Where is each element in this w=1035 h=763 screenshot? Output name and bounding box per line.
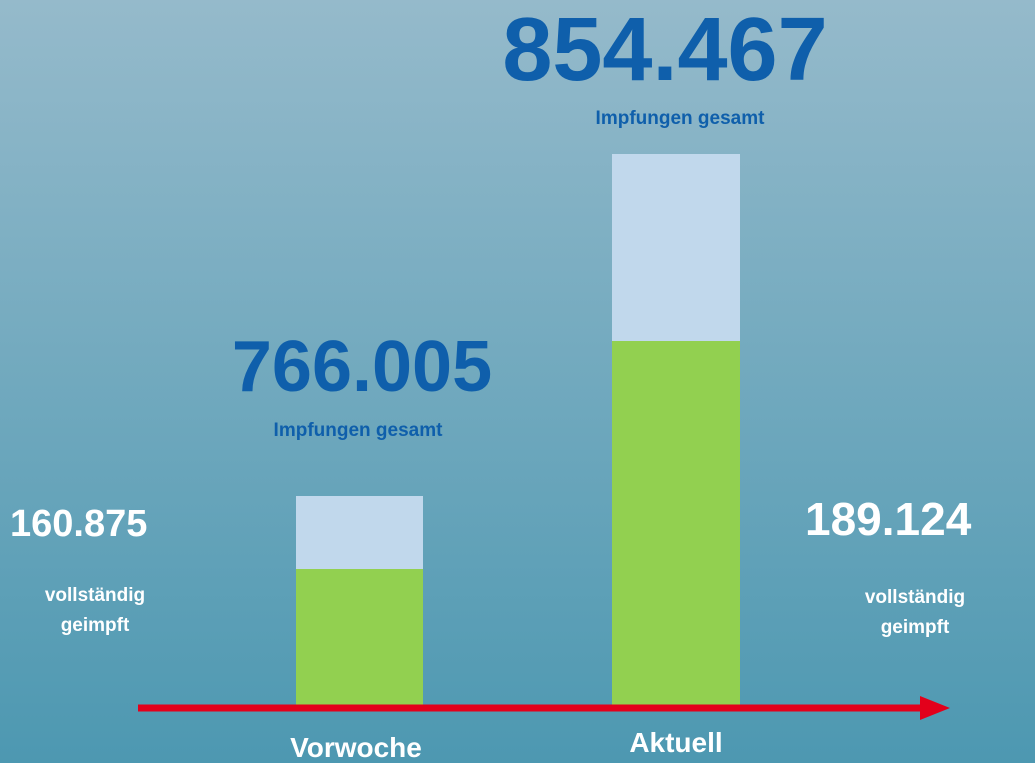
period-label: Aktuell <box>629 727 722 758</box>
arrow-head <box>920 696 950 720</box>
current-complete-label: vollständig <box>865 587 965 608</box>
current-complete: 189.124 <box>805 493 972 545</box>
period-label: Vorwoche <box>290 732 422 763</box>
previous-complete-label: geimpft <box>61 615 130 636</box>
previous-complete-label: vollständig <box>45 585 145 606</box>
bar-previous-bottom <box>296 569 423 705</box>
bar-previous-top <box>296 496 423 569</box>
previous-total-label: Impfungen gesamt <box>274 420 444 441</box>
bar-current-top <box>612 154 740 341</box>
current-total-label: Impfungen gesamt <box>596 108 766 129</box>
bar-current-bottom <box>612 341 740 705</box>
previous-total: 766.005 <box>232 327 492 407</box>
previous-complete: 160.875 <box>10 503 147 545</box>
current-total: 854.467 <box>502 0 827 100</box>
current-complete-label: geimpft <box>881 617 950 638</box>
